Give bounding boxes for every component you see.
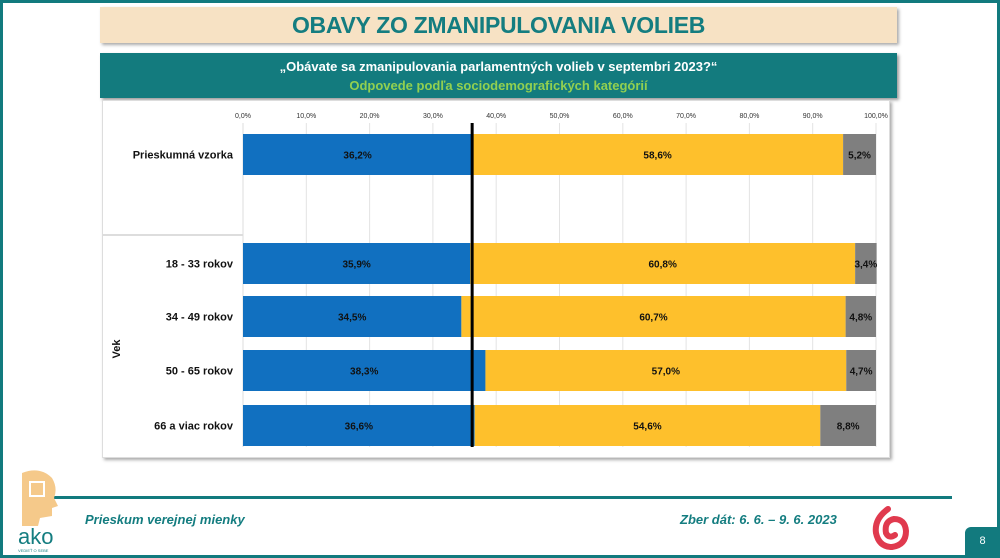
data-label: 38,3%	[350, 367, 378, 378]
category-label: 18 - 33 rokov	[166, 259, 234, 271]
x-tick-label: 0,0%	[235, 113, 251, 120]
svg-text:VEDIEŤ O SEBE: VEDIEŤ O SEBE	[18, 548, 49, 553]
bar-0	[243, 405, 475, 446]
data-label: 4,8%	[849, 313, 872, 324]
bar-0	[243, 243, 471, 284]
category-label: 50 - 65 rokov	[166, 366, 234, 378]
frame-right	[997, 0, 1000, 558]
group-label: Vek	[111, 339, 123, 359]
chart-area: 0,0% 10,0% 20,0% 30,0% 40,0% 50,0% 60,0% 70,0% 8…	[102, 100, 890, 479]
x-tick-label: 50,0%	[550, 113, 570, 120]
bar-1	[472, 134, 844, 175]
footer-date: Zber dát: 6. 6. – 9. 6. 2023	[680, 512, 837, 527]
data-label: 57,0%	[652, 367, 680, 378]
x-tick-label: 100,0%	[864, 113, 888, 120]
page-number: 8	[965, 527, 1000, 558]
x-tick-label: 70,0%	[676, 113, 696, 120]
spiral-logo-icon	[872, 506, 910, 550]
bar-0	[243, 350, 486, 391]
x-tick-label: 60,0%	[613, 113, 633, 120]
x-tick-label: 90,0%	[803, 113, 823, 120]
frame-left	[0, 0, 3, 558]
data-label: 5,2%	[848, 151, 871, 162]
data-label: 60,8%	[648, 260, 676, 271]
svg-text:ako: ako	[18, 524, 53, 549]
data-label: 36,2%	[343, 151, 371, 162]
data-label: 8,8%	[837, 422, 860, 433]
category-label: Prieskumná vzorka	[133, 150, 234, 162]
question-text: „Obávate sa zmanipulovania parlamentných…	[279, 59, 718, 74]
data-label: 58,6%	[643, 151, 671, 162]
bar-2	[855, 243, 877, 284]
frame-top	[0, 0, 1000, 3]
bar-2	[843, 134, 876, 175]
x-tick-label: 10,0%	[296, 113, 316, 120]
data-label: 35,9%	[342, 260, 370, 271]
data-label: 34,5%	[338, 313, 366, 324]
data-label: 3,4%	[854, 260, 877, 271]
data-label: 54,6%	[633, 422, 661, 433]
x-tick-label: 80,0%	[739, 113, 759, 120]
question-box: „Obávate sa zmanipulovania parlamentných…	[100, 53, 897, 98]
footer-survey: Prieskum verejnej mienky	[85, 512, 245, 527]
bar-1	[474, 405, 821, 446]
bar-2	[845, 296, 876, 337]
data-label: 4,7%	[850, 367, 873, 378]
bar-1	[461, 296, 846, 337]
category-label: 34 - 49 rokov	[166, 312, 234, 324]
footer-divider	[38, 496, 952, 499]
category-label: 66 a viac rokov	[154, 421, 234, 433]
bar-0	[243, 296, 462, 337]
bar-2	[846, 350, 876, 391]
x-tick-label: 20,0%	[360, 113, 380, 120]
data-label: 60,7%	[639, 313, 667, 324]
data-label: 36,6%	[345, 422, 373, 433]
x-tick-label: 30,0%	[423, 113, 443, 120]
frame-bottom	[0, 555, 1000, 558]
slide-title: OBAVY ZO ZMANIPULOVANIA VOLIEB	[100, 7, 897, 43]
ako-logo: ako VEDIEŤ O SEBE	[18, 470, 58, 553]
x-tick-label: 40,0%	[486, 113, 506, 120]
subtitle-text: Odpovede podľa sociodemografických kateg…	[349, 78, 648, 93]
bar-2	[820, 405, 876, 446]
bar-1	[470, 243, 856, 284]
bar-chart: 0,0% 10,0% 20,0% 30,0% 40,0% 50,0% 60,0% 70,0% 8…	[103, 113, 888, 479]
bar-0	[243, 134, 473, 175]
bar-1	[485, 350, 847, 391]
